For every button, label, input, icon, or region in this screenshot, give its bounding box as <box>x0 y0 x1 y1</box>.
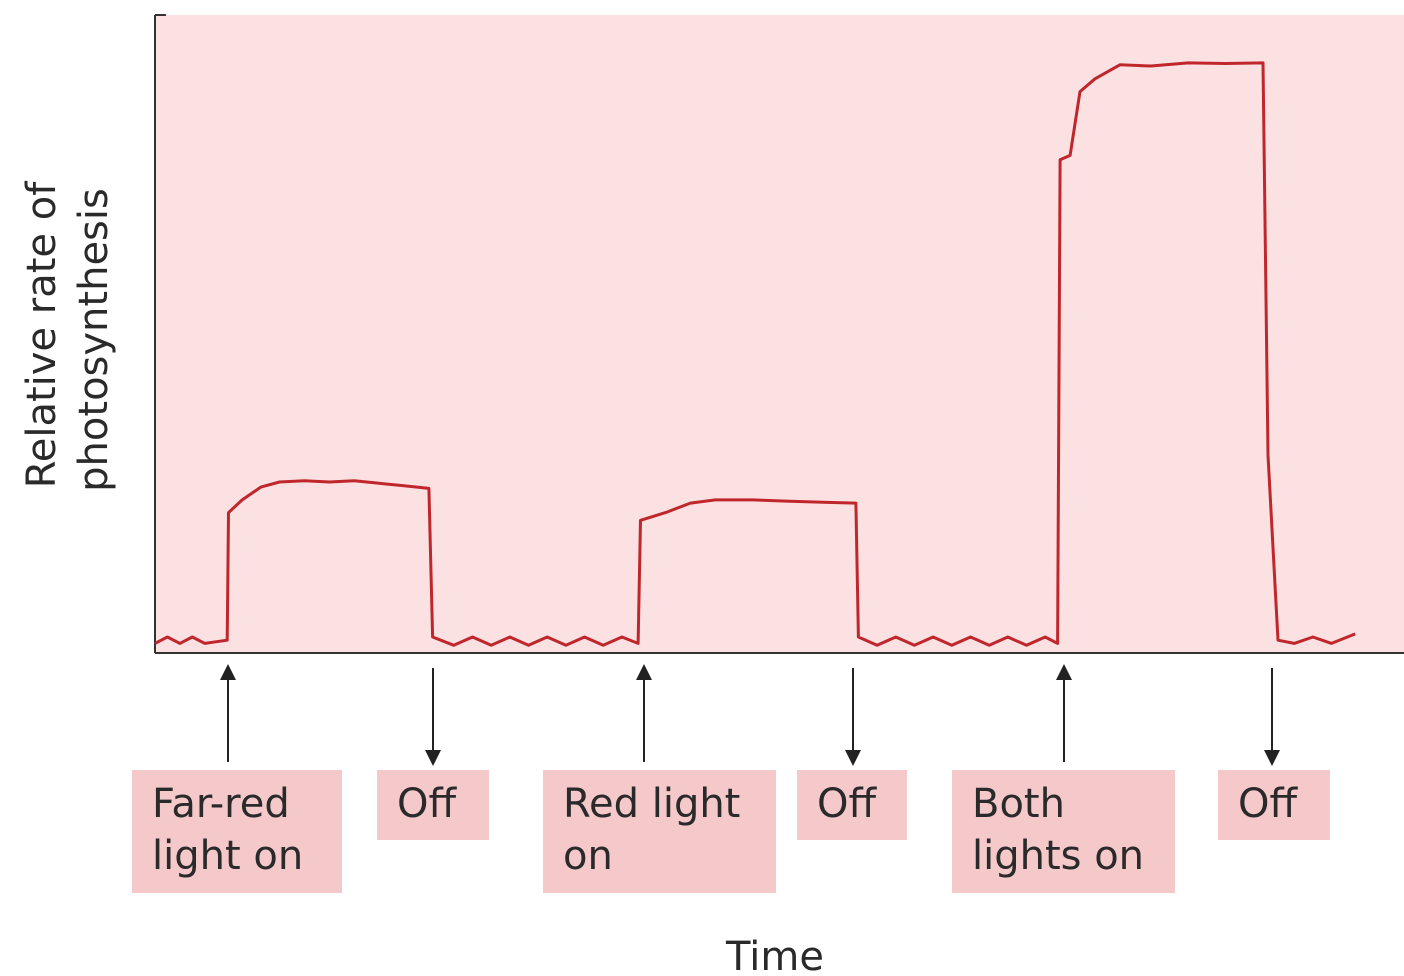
annotation-box <box>377 770 489 840</box>
annotation-box <box>1218 770 1330 840</box>
annotation-box <box>543 770 776 893</box>
annotations: Far-red light on Off Red light on Off Both ligh… <box>132 664 1330 893</box>
annotation-box <box>132 770 342 893</box>
annotation-text: light on <box>152 833 303 879</box>
annotation-text: Far-red <box>152 781 290 827</box>
x-axis-label: Time <box>725 934 824 976</box>
annotation-text: Off <box>1238 781 1298 827</box>
annotation-box <box>797 770 907 840</box>
y-axis-label: photosynthesis <box>71 188 117 492</box>
annotation-text: Red light <box>563 781 740 827</box>
annotation-box <box>952 770 1175 893</box>
annotation-text: lights on <box>972 833 1144 879</box>
annotation-text: Off <box>397 781 457 827</box>
annotation-text: on <box>563 833 613 879</box>
annotation-text: Off <box>817 781 877 827</box>
plot-background <box>155 15 1404 653</box>
data-line <box>154 61 1356 647</box>
annotation-text: Both <box>972 781 1065 827</box>
y-axis-label: Relative rate of <box>19 181 65 488</box>
